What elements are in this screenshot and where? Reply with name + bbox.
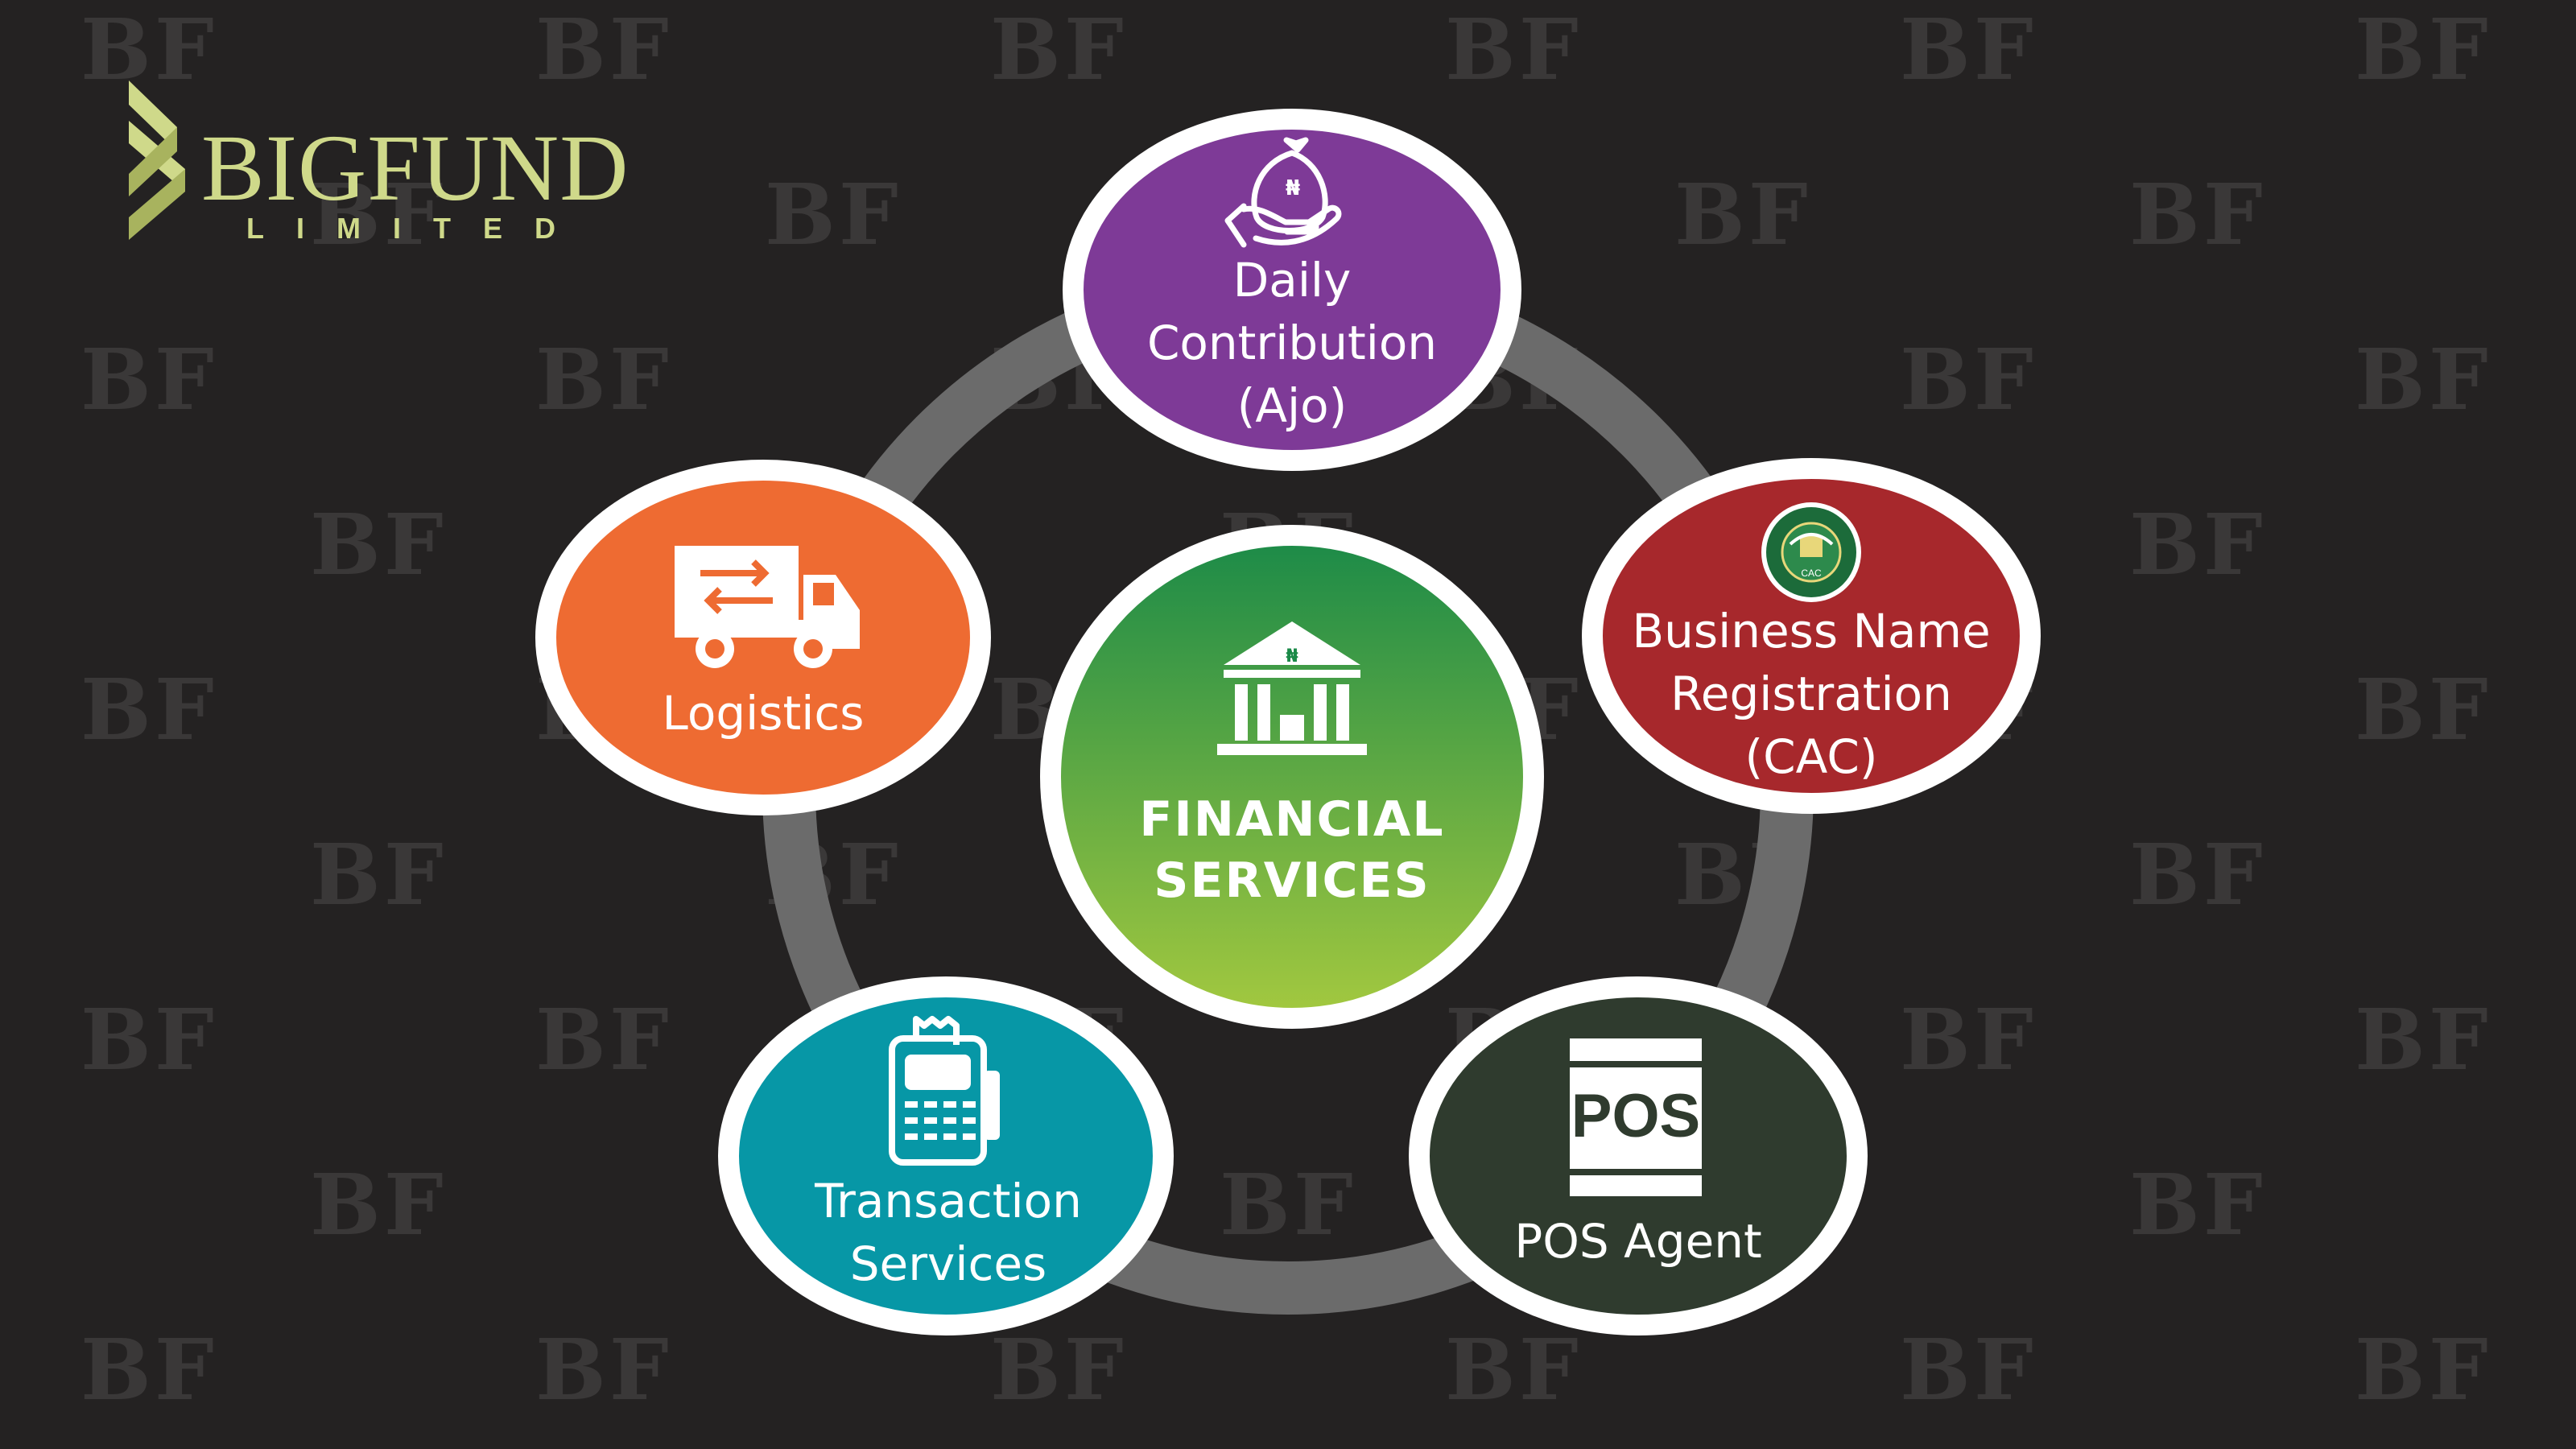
watermark-bf: BF	[2355, 0, 2491, 99]
node-business-name-registration: CAC Business Name Registration (CAC)	[1582, 458, 2041, 814]
watermark-bf: BF	[310, 495, 447, 594]
node-circle	[718, 976, 1174, 1335]
watermark-bf: BF	[1220, 1155, 1356, 1254]
node-logistics: Logistics	[535, 460, 991, 815]
node-daily-contribution: ₦ Daily Contribution (Ajo)	[1063, 109, 1521, 471]
node-label-line-2: Registration	[1670, 667, 1952, 721]
watermark-bf: BF	[2355, 1320, 2491, 1419]
watermark-bf: BF	[2129, 825, 2266, 924]
watermark-bf: BF	[1900, 330, 2037, 429]
center-label-line-1: FINANCIAL	[1139, 791, 1444, 848]
node-pos-agent: POS POS Agent	[1409, 976, 1868, 1335]
watermark-bf: BF	[535, 990, 672, 1089]
bigfund-chevron-icon	[129, 80, 185, 240]
watermark-bf: BF	[80, 0, 217, 99]
bigfund-logo: BIGFUND LIMITED	[129, 80, 630, 245]
center-label-line-2: SERVICES	[1154, 852, 1430, 909]
logo-subtitle: LIMITED	[246, 212, 588, 245]
watermark-bf: BF	[1674, 165, 1811, 264]
watermark-bf: BF	[2355, 990, 2491, 1089]
node-label-line-2: Contribution	[1147, 316, 1437, 370]
watermark-bf: BF	[1445, 0, 1582, 99]
watermark-bf: BF	[990, 0, 1127, 99]
cac-seal-icon: CAC	[1761, 502, 1861, 602]
watermark-bf: BF	[1900, 0, 2037, 99]
watermark-bf: BF	[535, 1320, 672, 1419]
watermark-bf: BF	[80, 660, 217, 759]
watermark-bf: BF	[310, 825, 447, 924]
pos-box-icon: POS	[1570, 1038, 1702, 1196]
node-label-line-1: Daily	[1233, 253, 1352, 308]
watermark-bf: BF	[310, 165, 447, 264]
cac-seal-text: CAC	[1801, 568, 1822, 579]
watermark-bf: BF	[310, 1155, 447, 1254]
watermark-bf: BF	[535, 330, 672, 429]
node-label-line-1: Transaction	[814, 1174, 1082, 1228]
naira-symbol: ₦	[1286, 176, 1300, 200]
watermark-bf: BF	[535, 0, 672, 99]
center-financial-services: ₦ FINANCIAL SERVICES	[1040, 525, 1544, 1029]
node-label-line-3: (Ajo)	[1237, 378, 1348, 433]
watermark-bf: BF	[765, 165, 902, 264]
node-circle	[1582, 458, 2041, 814]
watermark-bf: BF	[2129, 165, 2266, 264]
watermark-bf: BF	[80, 330, 217, 429]
watermark-bf: BF	[2129, 495, 2266, 594]
node-label-line-1: POS Agent	[1514, 1214, 1762, 1269]
watermark-bf: BF	[80, 990, 217, 1089]
watermark-bf: BF	[1900, 1320, 2037, 1419]
delivery-truck-icon	[675, 546, 860, 668]
node-circle	[1063, 109, 1521, 471]
naira-symbol: ₦	[1286, 646, 1298, 667]
node-label-line-2: Services	[850, 1236, 1047, 1291]
pos-icon-text: POS	[1571, 1082, 1701, 1150]
watermark-bf: BF	[990, 1320, 1127, 1419]
watermark-bf: BF	[1900, 990, 2037, 1089]
node-label-line-1: Logistics	[663, 686, 865, 741]
logo-name: BIGFUND	[201, 115, 630, 221]
watermark-bf: BF	[2355, 330, 2491, 429]
node-transaction-services: Transaction Services	[718, 976, 1174, 1335]
watermark-bf: BF	[1445, 1320, 1582, 1419]
watermark-bf: BF	[80, 1320, 217, 1419]
watermark-bf: BF	[2355, 660, 2491, 759]
bank-building-icon	[1217, 621, 1367, 755]
node-label-line-1: Business Name	[1632, 604, 1990, 658]
center-circle	[1040, 525, 1544, 1029]
watermark-bf: BF	[2129, 1155, 2266, 1254]
pos-terminal-icon	[889, 1016, 1000, 1166]
money-bag-hand-icon	[1224, 137, 1342, 248]
node-label-line-3: (CAC)	[1745, 729, 1878, 784]
